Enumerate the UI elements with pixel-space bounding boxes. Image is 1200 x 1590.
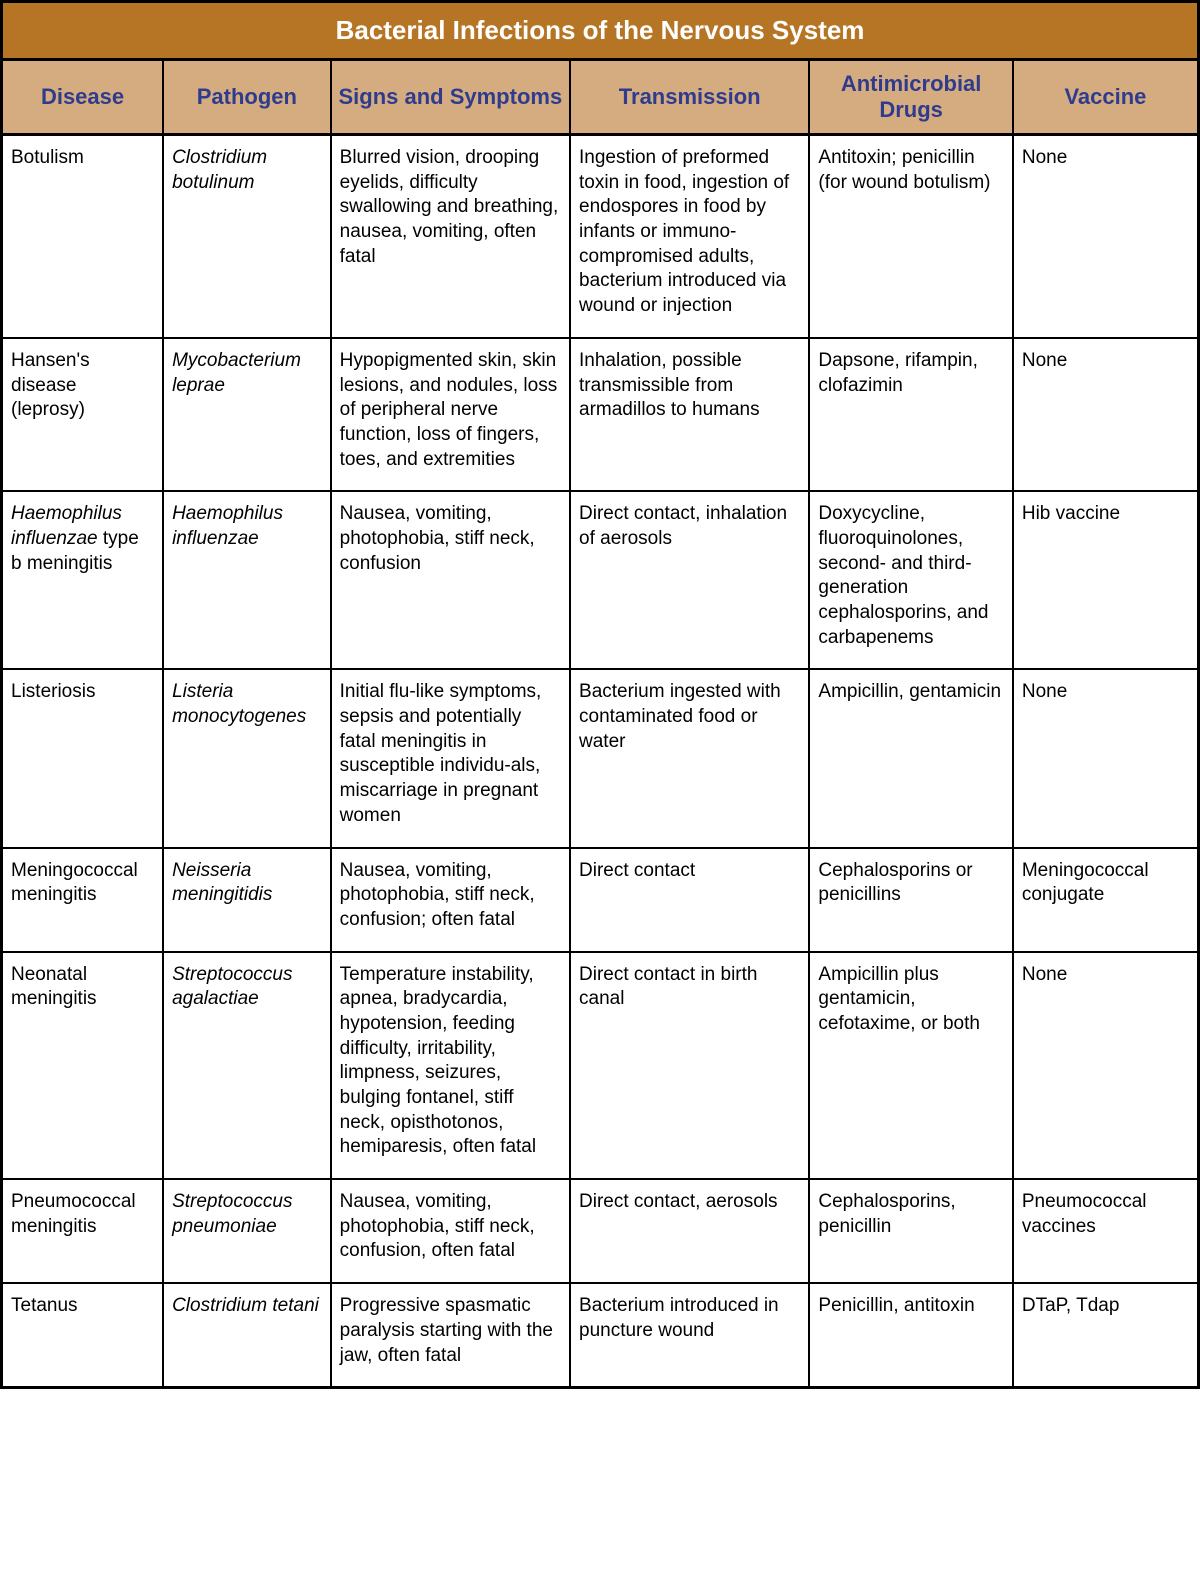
cell-transmission: Ingestion of preformed toxin in food, in…: [570, 135, 809, 338]
column-header: Signs and Symptoms: [331, 60, 570, 135]
header-row: DiseasePathogenSigns and SymptomsTransmi…: [2, 60, 1199, 135]
cell-pathogen: Clostridium botulinum: [163, 135, 331, 338]
cell-pathogen: Mycobacterium leprae: [163, 338, 331, 491]
table-body: BotulismClostridium botulinumBlurred vis…: [2, 135, 1199, 1388]
cell-drugs: Dapsone, rifampin, clofazimin: [809, 338, 1012, 491]
cell-drugs: Cephalosporins or penicillins: [809, 848, 1012, 952]
table-row: TetanusClostridium tetaniProgressive spa…: [2, 1283, 1199, 1388]
column-header: Disease: [2, 60, 164, 135]
cell-transmission: Direct contact in birth canal: [570, 952, 809, 1180]
cell-disease: Haemophilus influenzae type b meningitis: [2, 491, 164, 669]
cell-pathogen: Listeria monocytogenes: [163, 669, 331, 847]
infections-table-container: Bacterial Infections of the Nervous Syst…: [0, 0, 1200, 1389]
cell-drugs: Penicillin, antitoxin: [809, 1283, 1012, 1388]
cell-transmission: Direct contact, aerosols: [570, 1179, 809, 1283]
cell-pathogen: Streptococcus pneumoniae: [163, 1179, 331, 1283]
cell-pathogen: Clostridium tetani: [163, 1283, 331, 1388]
cell-disease: Hansen's disease (leprosy): [2, 338, 164, 491]
table-title: Bacterial Infections of the Nervous Syst…: [2, 2, 1199, 60]
cell-disease: Listeriosis: [2, 669, 164, 847]
title-row: Bacterial Infections of the Nervous Syst…: [2, 2, 1199, 60]
cell-vaccine: None: [1013, 338, 1199, 491]
cell-disease: Meningococcal meningitis: [2, 848, 164, 952]
cell-disease: Botulism: [2, 135, 164, 338]
cell-drugs: Doxycycline, fluoroquinolones, second- a…: [809, 491, 1012, 669]
infections-table: Bacterial Infections of the Nervous Syst…: [0, 0, 1200, 1389]
table-row: Meningococcal meningitisNeisseria mening…: [2, 848, 1199, 952]
cell-signs: Temperature instability, apnea, bradycar…: [331, 952, 570, 1180]
table-row: Neonatal meningitisStreptococcus agalact…: [2, 952, 1199, 1180]
cell-signs: Nausea, vomiting, photophobia, stiff nec…: [331, 1179, 570, 1283]
cell-signs: Nausea, vomiting, photophobia, stiff nec…: [331, 848, 570, 952]
cell-vaccine: None: [1013, 952, 1199, 1180]
cell-signs: Nausea, vomiting, photophobia, stiff nec…: [331, 491, 570, 669]
cell-vaccine: Meningococcal conjugate: [1013, 848, 1199, 952]
cell-disease: Tetanus: [2, 1283, 164, 1388]
cell-transmission: Direct contact, inhalation of aerosols: [570, 491, 809, 669]
cell-vaccine: Pneumococcal vaccines: [1013, 1179, 1199, 1283]
cell-pathogen: Neisseria meningitidis: [163, 848, 331, 952]
cell-drugs: Cephalosporins, penicillin: [809, 1179, 1012, 1283]
cell-drugs: Antitoxin; penicillin (for wound botulis…: [809, 135, 1012, 338]
column-header: Antimicrobial Drugs: [809, 60, 1012, 135]
column-header: Transmission: [570, 60, 809, 135]
table-row: BotulismClostridium botulinumBlurred vis…: [2, 135, 1199, 338]
cell-transmission: Bacterium ingested with contaminated foo…: [570, 669, 809, 847]
cell-vaccine: DTaP, Tdap: [1013, 1283, 1199, 1388]
table-row: Pneumococcal meningitisStreptococcus pne…: [2, 1179, 1199, 1283]
cell-signs: Progressive spasmatic paralysis starting…: [331, 1283, 570, 1388]
cell-pathogen: Haemophilus influenzae: [163, 491, 331, 669]
cell-drugs: Ampicillin plus gentamicin, cefotaxime, …: [809, 952, 1012, 1180]
column-header: Pathogen: [163, 60, 331, 135]
table-row: ListeriosisListeria monocytogenesInitial…: [2, 669, 1199, 847]
cell-signs: Blurred vision, drooping eyelids, diffic…: [331, 135, 570, 338]
cell-disease: Pneumococcal meningitis: [2, 1179, 164, 1283]
table-row: Haemophilus influenzae type b meningitis…: [2, 491, 1199, 669]
cell-pathogen: Streptococcus agalactiae: [163, 952, 331, 1180]
cell-transmission: Bacterium introduced in puncture wound: [570, 1283, 809, 1388]
cell-disease: Neonatal meningitis: [2, 952, 164, 1180]
cell-signs: Hypopigmented skin, skin lesions, and no…: [331, 338, 570, 491]
cell-vaccine: None: [1013, 669, 1199, 847]
cell-transmission: Inhalation, possible transmissible from …: [570, 338, 809, 491]
column-header: Vaccine: [1013, 60, 1199, 135]
cell-vaccine: Hib vaccine: [1013, 491, 1199, 669]
cell-drugs: Ampicillin, gentamicin: [809, 669, 1012, 847]
cell-signs: Initial flu-like symptoms, sepsis and po…: [331, 669, 570, 847]
table-row: Hansen's disease (leprosy)Mycobacterium …: [2, 338, 1199, 491]
cell-vaccine: None: [1013, 135, 1199, 338]
cell-transmission: Direct contact: [570, 848, 809, 952]
